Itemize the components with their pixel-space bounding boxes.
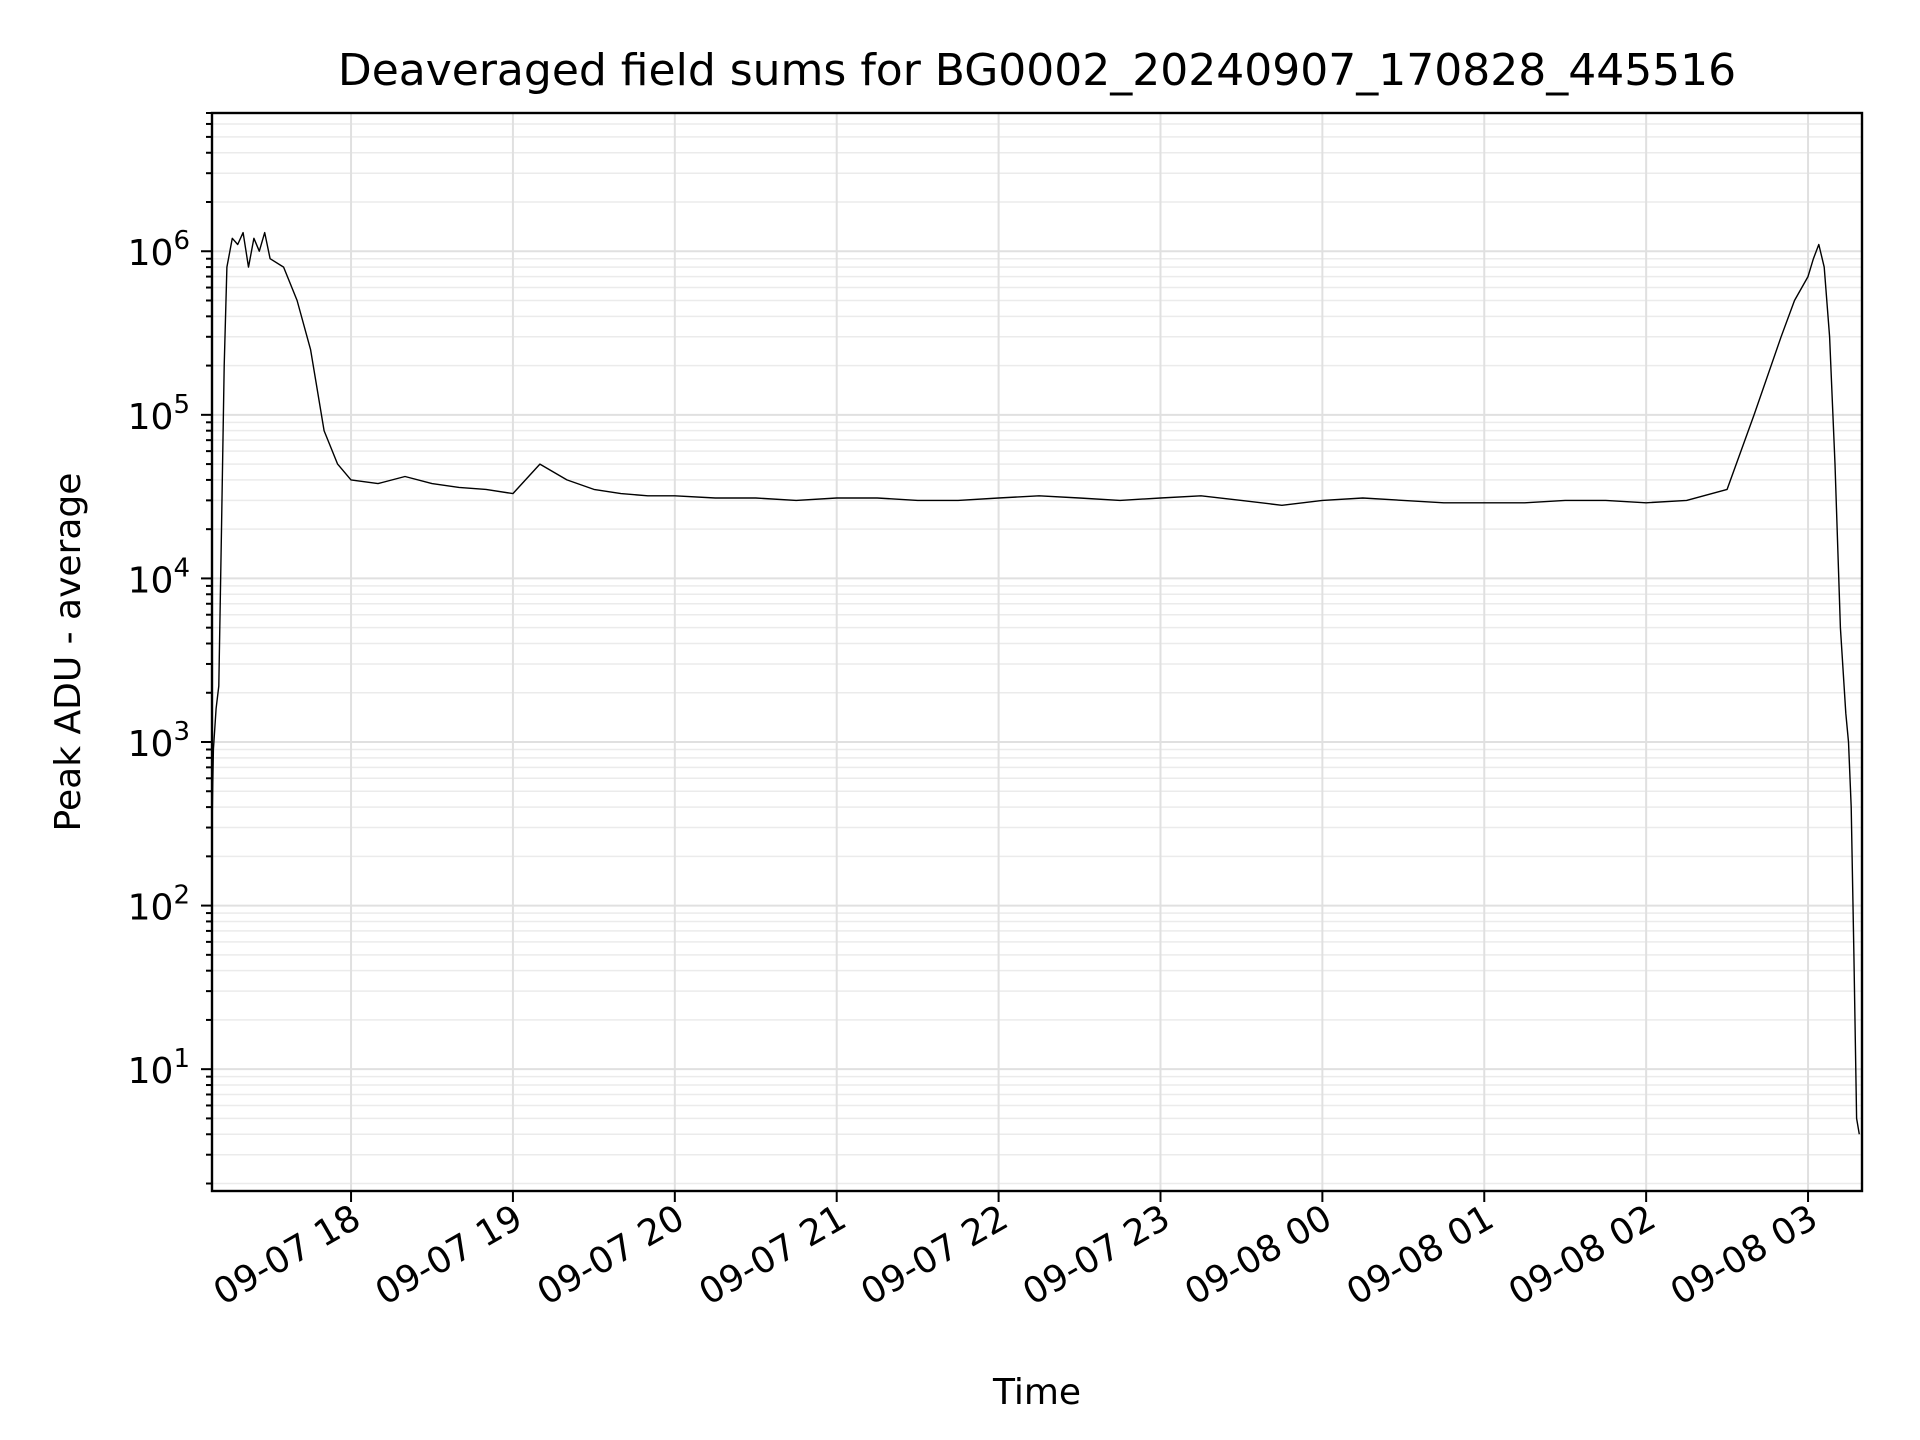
y-tick-label: 101	[128, 1044, 190, 1092]
grid-layer	[212, 112, 1862, 1191]
y-tick-label: 103	[128, 717, 190, 765]
x-tick-label: 09-07 20	[531, 1197, 692, 1313]
y-tick-label: 105	[128, 390, 190, 438]
series-layer	[211, 231, 1860, 1135]
x-axis-label: Time	[992, 1372, 1081, 1413]
series-line	[211, 231, 1860, 1135]
y-axis: 101 102 103 104 105 106	[128, 112, 212, 1185]
chart-title: Deaveraged field sums for BG0002_2024090…	[338, 45, 1736, 96]
y-tick-label: 102	[128, 881, 190, 929]
x-tick-label: 09-08 00	[1178, 1197, 1339, 1313]
x-tick-label: 09-07 21	[693, 1197, 854, 1313]
x-axis: 09-07 18 09-07 19 09-07 20 09-07 21 09-07 22…	[207, 1191, 1825, 1314]
y-tick-label: 104	[128, 553, 190, 601]
x-tick-label: 09-08 01	[1340, 1197, 1501, 1313]
y-axis-label: Peak ADU - average	[48, 473, 89, 832]
y-tick-label: 106	[128, 226, 190, 274]
x-tick-label: 09-07 23	[1016, 1197, 1177, 1313]
x-tick-label: 09-07 22	[854, 1197, 1015, 1313]
x-tick-label: 09-08 02	[1502, 1197, 1663, 1313]
x-tick-label: 09-08 03	[1664, 1197, 1825, 1313]
x-tick-label: 09-07 19	[369, 1197, 530, 1313]
plot-frame	[210, 111, 1864, 1193]
x-tick-label: 09-07 18	[207, 1197, 368, 1313]
